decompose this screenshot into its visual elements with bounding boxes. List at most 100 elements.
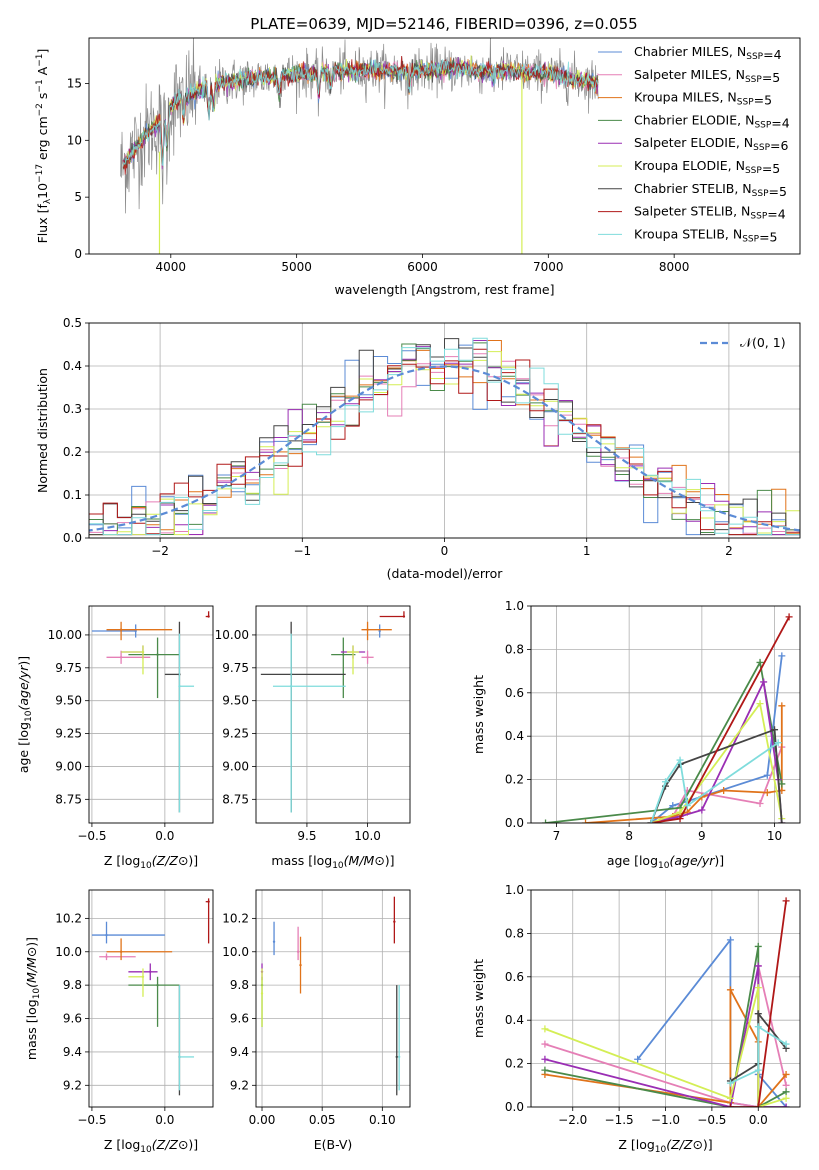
y-tick-label: 1.0 <box>505 599 524 613</box>
y-tick-label: 0.4 <box>63 359 82 373</box>
y-tick-label: 0.6 <box>505 970 524 984</box>
plus-marker <box>754 1066 762 1074</box>
y-tick-label: 9.6 <box>230 1012 249 1026</box>
legend-label: Chabrier MILES, NSSP=4 <box>634 44 782 62</box>
x-tick-label: −0.5 <box>697 1113 726 1127</box>
plus-marker <box>782 1088 790 1096</box>
y-tick-label: 9.75 <box>55 661 82 675</box>
plus-marker <box>582 819 590 823</box>
x-axis-label: mass [log10(M/M⊙)] <box>271 853 394 871</box>
plus-marker <box>763 771 771 779</box>
plus-marker <box>720 786 728 794</box>
axes-frame <box>255 605 411 824</box>
plus-marker <box>634 1055 642 1063</box>
errorbar-point <box>91 624 137 638</box>
plus-marker <box>726 1094 734 1102</box>
residuals-panel: −2 −1 0 1 2 0.0 0.1 0.2 0.3 0.4 0.5 𝒩(0, 1) (data-mo… <box>35 316 801 581</box>
y-tick-label: 0.4 <box>505 1013 524 1027</box>
plus-marker <box>754 1023 762 1031</box>
y-tick-label: 8.75 <box>222 792 249 806</box>
y-axis-label: mass weight <box>471 675 486 754</box>
y-tick-label: 10.0 <box>222 945 249 959</box>
x-tick-label: −1 <box>293 544 311 558</box>
point-marker <box>119 950 123 953</box>
point-marker <box>156 653 159 656</box>
y-tick-label: 0.2 <box>505 1057 524 1071</box>
mass-weight-vs-age-panel: 7 8 9 10 0.0 0.2 0.4 0.6 0.8 1.0 age [log10(age/yr… <box>471 599 801 871</box>
y-tick-label: 5 <box>74 190 82 204</box>
weight-line-salpeter-miles <box>544 965 787 1107</box>
plot-area <box>260 611 406 813</box>
y-tick-label: 15 <box>67 76 82 90</box>
y-tick-label: 10.2 <box>222 911 249 925</box>
errorbar-point <box>378 624 381 638</box>
point-marker <box>105 933 108 937</box>
plus-marker <box>782 1103 790 1107</box>
x-tick-label: −1.5 <box>605 1113 634 1127</box>
model-spectrum-chabrier-elodie <box>122 59 599 170</box>
plus-marker <box>782 1094 790 1102</box>
plus-marker <box>726 986 734 994</box>
x-tick-label: 2 <box>725 544 733 558</box>
weight-line-chabrier-elodie <box>545 659 783 823</box>
y-tick-label: 10.2 <box>55 911 82 925</box>
x-tick-label: 9 <box>698 829 706 843</box>
errorbar-point <box>331 637 356 699</box>
y-tick-label: 9.4 <box>230 1045 249 1059</box>
plus-marker <box>782 897 790 905</box>
plus-marker <box>726 936 734 944</box>
y-tick-label: 9.4 <box>63 1045 82 1059</box>
errorbar-point <box>260 621 346 813</box>
y-tick-label: 0.3 <box>63 402 82 416</box>
x-tick-label: 6000 <box>407 260 438 274</box>
plus-marker <box>756 700 764 708</box>
hist-kroupa-stelib <box>89 337 800 536</box>
errorbar-point <box>205 898 210 944</box>
plus-marker <box>647 819 655 823</box>
x-tick-label: −2 <box>151 544 169 558</box>
plus-marker <box>541 1025 549 1033</box>
y-tick-label: 0.0 <box>505 1100 524 1114</box>
point-marker <box>105 955 108 958</box>
y-tick-label: 9.2 <box>230 1078 249 1092</box>
plus-marker <box>676 756 684 764</box>
axes-frame <box>88 605 214 824</box>
x-tick-label: 10 <box>767 829 782 843</box>
y-tick-label: 0.1 <box>63 488 82 502</box>
point-marker <box>141 975 145 978</box>
y-tick-label: 8.75 <box>55 792 82 806</box>
errorbar-point <box>361 650 374 664</box>
y-tick-label: 9.50 <box>222 694 249 708</box>
y-tick-label: 0.8 <box>505 642 524 656</box>
point-marker <box>366 656 369 659</box>
mass-weight-vs-z-panel: −2.0 −1.5 −1.0 −0.5 0.0 0.0 0.2 0.4 0.6 0.8 1.0 Z [… <box>471 883 801 1155</box>
legend-label: Salpeter ELODIE, NSSP=6 <box>634 135 789 153</box>
plus-marker <box>541 1066 549 1074</box>
data-spectrum-line <box>120 38 599 214</box>
weight-line-kroupa-stelib <box>730 1025 787 1084</box>
x-tick-label: 8 <box>625 829 633 843</box>
x-tick-label: −0.5 <box>77 1113 106 1127</box>
legend-label: Chabrier STELIB, NSSP=5 <box>634 181 787 199</box>
errorbar-point <box>361 621 392 641</box>
y-axis-label: age [log10(age/yr)] <box>16 656 34 773</box>
x-tick-label: 0.0 <box>155 1113 174 1127</box>
x-tick-label: 8000 <box>659 260 690 274</box>
errorbar-point <box>296 926 300 961</box>
point-marker <box>402 615 406 618</box>
point-marker <box>260 992 264 995</box>
y-axis-label: mass weight <box>471 959 486 1038</box>
plus-marker <box>778 652 786 660</box>
point-marker <box>342 653 345 656</box>
errorbar-point <box>164 621 181 813</box>
x-tick-label: −1.0 <box>651 1113 680 1127</box>
errorbar-point <box>128 637 180 699</box>
point-marker <box>141 650 145 654</box>
point-marker <box>119 656 123 659</box>
errorbar-point <box>272 633 346 813</box>
plus-marker <box>726 1079 734 1087</box>
errorbar-point <box>272 921 276 956</box>
plot-area <box>260 896 401 1096</box>
x-axis-label: Z [log10(Z/Z⊙)] <box>104 1137 198 1155</box>
